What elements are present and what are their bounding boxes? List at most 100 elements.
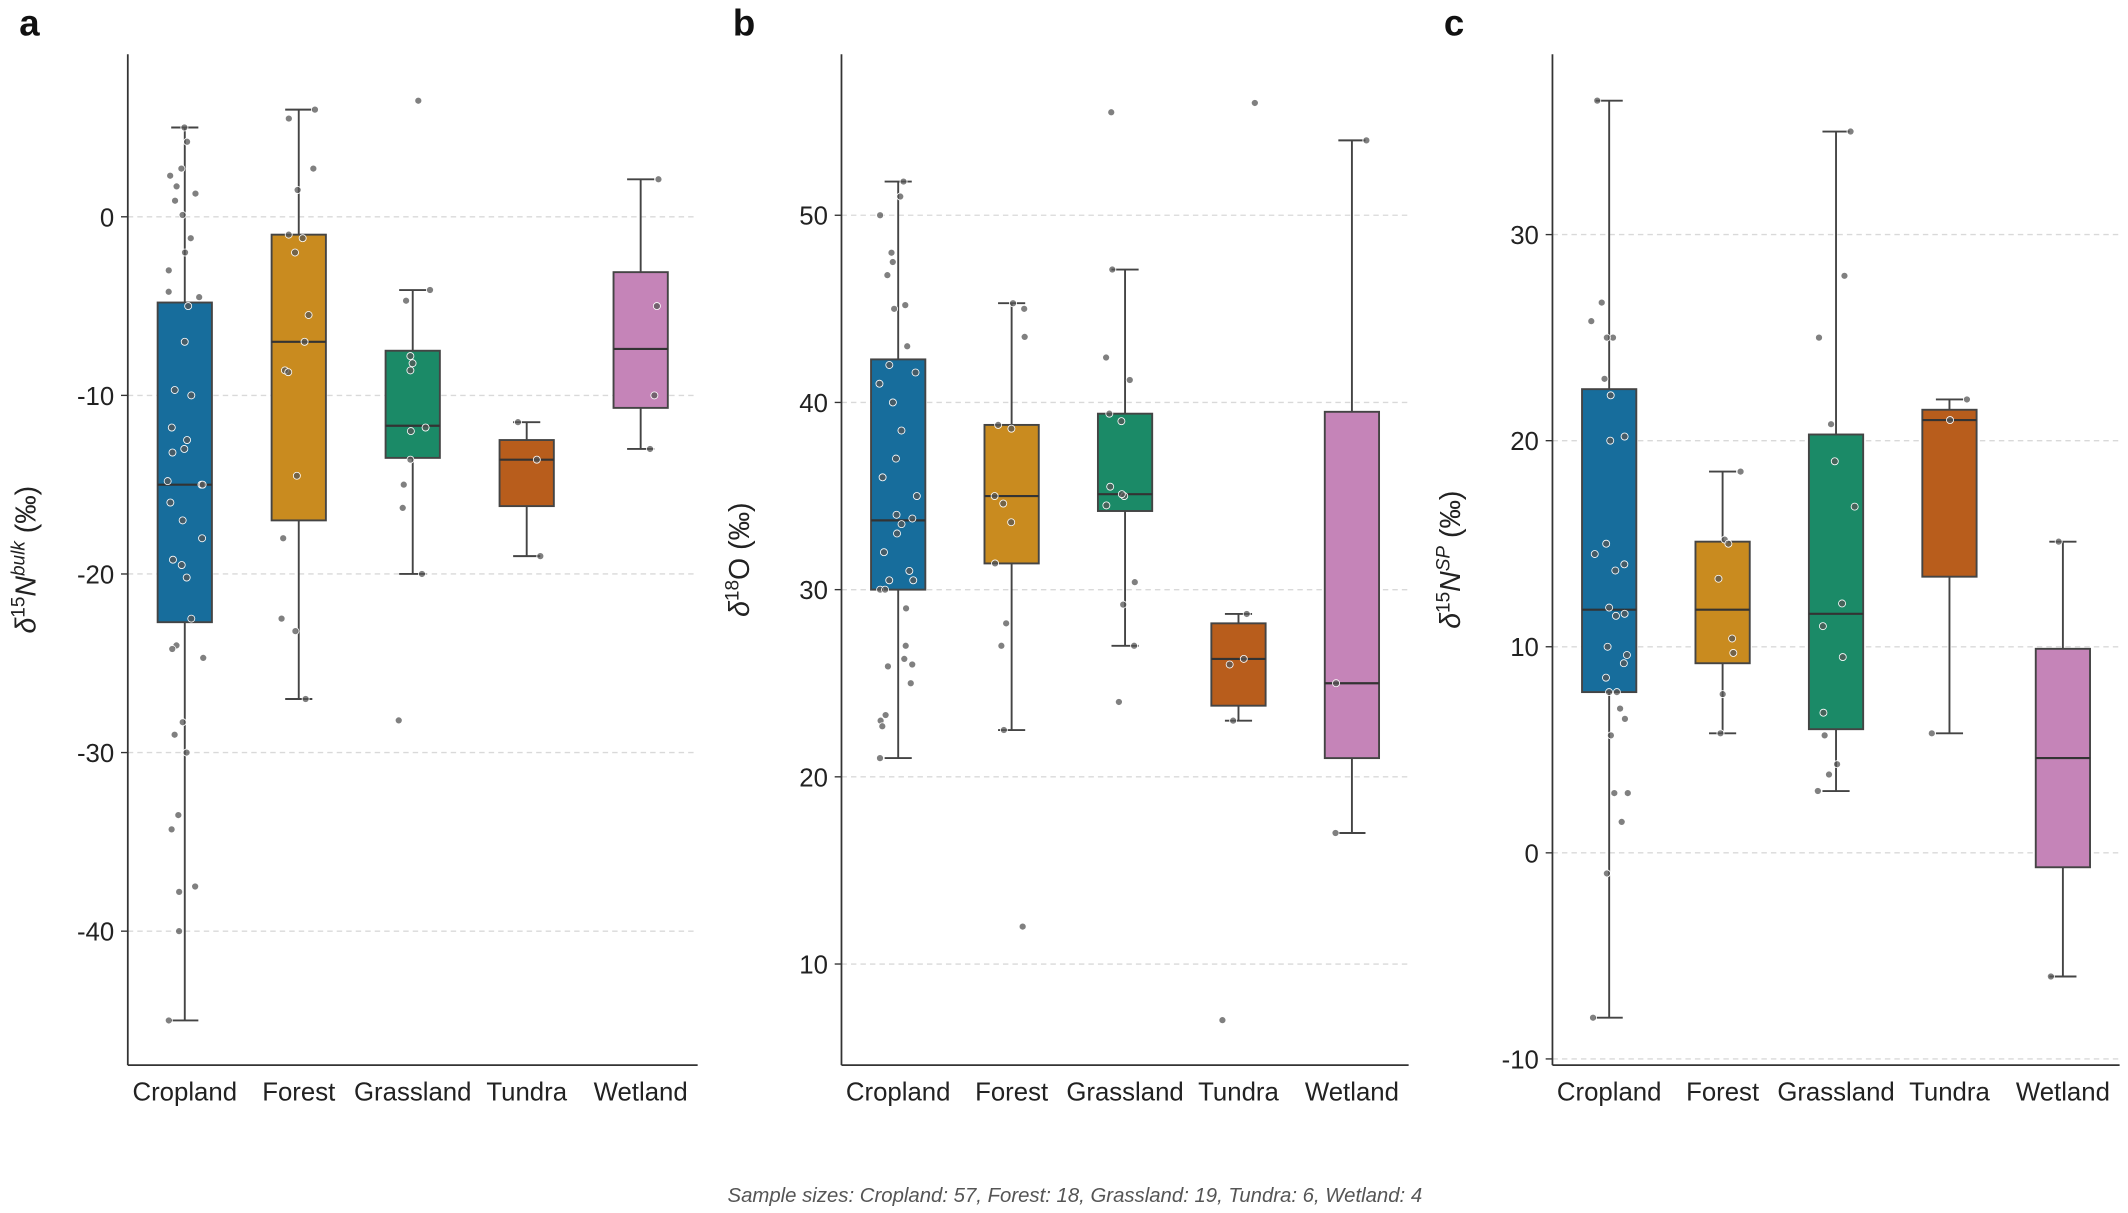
sample-size-footer: Sample sizes: Cropland: 57, Forest: 18, … bbox=[728, 1185, 1423, 1207]
data-point bbox=[892, 454, 900, 463]
y-axis-label: δ15NSP (‰) bbox=[1433, 491, 1467, 629]
data-point bbox=[421, 423, 430, 432]
data-point bbox=[875, 379, 884, 388]
data-point bbox=[168, 645, 177, 653]
data-point bbox=[990, 492, 999, 500]
data-point bbox=[902, 604, 910, 613]
data-point bbox=[912, 492, 921, 500]
data-point bbox=[1620, 714, 1629, 723]
data-point bbox=[1108, 265, 1117, 274]
data-point bbox=[1106, 482, 1115, 491]
data-point bbox=[888, 398, 897, 407]
data-point bbox=[1119, 600, 1128, 609]
data-point bbox=[1622, 651, 1631, 659]
data-point bbox=[1728, 634, 1737, 643]
y-label-part: δ bbox=[724, 600, 756, 617]
x-tick-label: Tundra bbox=[1909, 1078, 1990, 1106]
panel-label: b bbox=[733, 2, 755, 43]
data-point bbox=[284, 230, 293, 239]
data-point bbox=[406, 455, 415, 464]
box-forest bbox=[983, 299, 1040, 931]
data-point bbox=[903, 342, 912, 351]
data-point bbox=[901, 641, 910, 650]
data-point bbox=[883, 662, 892, 671]
y-tick-label: 30 bbox=[799, 577, 828, 605]
x-tick-label: Grassland bbox=[1066, 1078, 1183, 1106]
data-point bbox=[1623, 789, 1632, 798]
y-label-part: 18 bbox=[722, 580, 743, 601]
data-point bbox=[654, 175, 663, 184]
data-point bbox=[991, 559, 1000, 568]
data-point bbox=[168, 448, 177, 457]
data-point bbox=[876, 211, 885, 220]
data-point bbox=[178, 211, 187, 219]
data-point bbox=[1107, 108, 1116, 117]
y-label-part: N bbox=[1435, 571, 1467, 592]
data-point bbox=[418, 570, 426, 578]
iqr-box bbox=[1694, 540, 1751, 665]
data-point bbox=[1818, 622, 1827, 631]
y-label-part: δ bbox=[1435, 612, 1467, 629]
data-point bbox=[1946, 416, 1954, 425]
data-point bbox=[885, 576, 894, 585]
y-tick-label: -20 bbox=[77, 561, 114, 589]
data-point bbox=[164, 1016, 173, 1025]
y-axis-label: δ15Nbulk (‰) bbox=[9, 486, 43, 634]
y-label-part: 15 bbox=[9, 597, 30, 618]
data-point bbox=[284, 368, 293, 377]
x-tick-label: Tundra bbox=[1198, 1078, 1279, 1106]
data-point bbox=[1729, 649, 1738, 657]
x-tick-label: Wetland bbox=[2016, 1078, 2110, 1106]
y-label-part: (‰) bbox=[724, 502, 756, 557]
data-point bbox=[277, 614, 286, 623]
data-point bbox=[181, 248, 189, 257]
data-point bbox=[1620, 609, 1629, 618]
iqr-box bbox=[1323, 410, 1381, 760]
y-label-part: δ bbox=[11, 617, 43, 634]
iqr-box bbox=[156, 301, 213, 624]
data-point bbox=[1130, 641, 1139, 650]
y-label-part: bulk bbox=[9, 540, 30, 576]
box-grassland bbox=[384, 96, 441, 725]
data-point bbox=[293, 186, 302, 194]
data-point bbox=[999, 499, 1008, 508]
data-point bbox=[1825, 770, 1833, 779]
box-cropland bbox=[870, 177, 927, 763]
data-point bbox=[301, 695, 310, 703]
data-point bbox=[885, 361, 894, 369]
data-point bbox=[1840, 271, 1849, 280]
data-point bbox=[180, 123, 189, 132]
data-point bbox=[279, 534, 288, 543]
data-point bbox=[1833, 760, 1842, 769]
data-point bbox=[1218, 1016, 1227, 1025]
data-point bbox=[191, 189, 200, 198]
data-point bbox=[888, 258, 897, 266]
data-point bbox=[900, 654, 909, 663]
data-point bbox=[1018, 922, 1027, 931]
data-point bbox=[652, 302, 661, 311]
data-point bbox=[1603, 642, 1612, 651]
y-tick-label: 0 bbox=[1525, 840, 1539, 868]
data-point bbox=[172, 182, 181, 191]
x-tick-label: Forest bbox=[1686, 1078, 1759, 1106]
data-point bbox=[1332, 679, 1341, 688]
data-point bbox=[1130, 578, 1139, 587]
data-point bbox=[1225, 660, 1234, 669]
data-point bbox=[174, 811, 183, 820]
data-point bbox=[646, 445, 655, 453]
data-point bbox=[1602, 539, 1611, 548]
data-point bbox=[183, 436, 192, 444]
data-point bbox=[182, 573, 191, 582]
data-point bbox=[1600, 374, 1609, 383]
data-point bbox=[1620, 432, 1629, 441]
data-point bbox=[1846, 127, 1855, 136]
y-tick-label: 10 bbox=[1510, 634, 1539, 662]
data-point bbox=[890, 304, 899, 313]
data-point bbox=[1590, 550, 1599, 558]
data-point bbox=[304, 311, 313, 319]
box-grassland bbox=[1807, 127, 1865, 795]
y-label-part: (‰) bbox=[1435, 491, 1467, 546]
data-point bbox=[881, 585, 890, 594]
data-point bbox=[187, 391, 196, 400]
panel-b: 50 40 30 20 10 b δ18O (‰) Cropland Forest Grassla… bbox=[722, 2, 1409, 1106]
